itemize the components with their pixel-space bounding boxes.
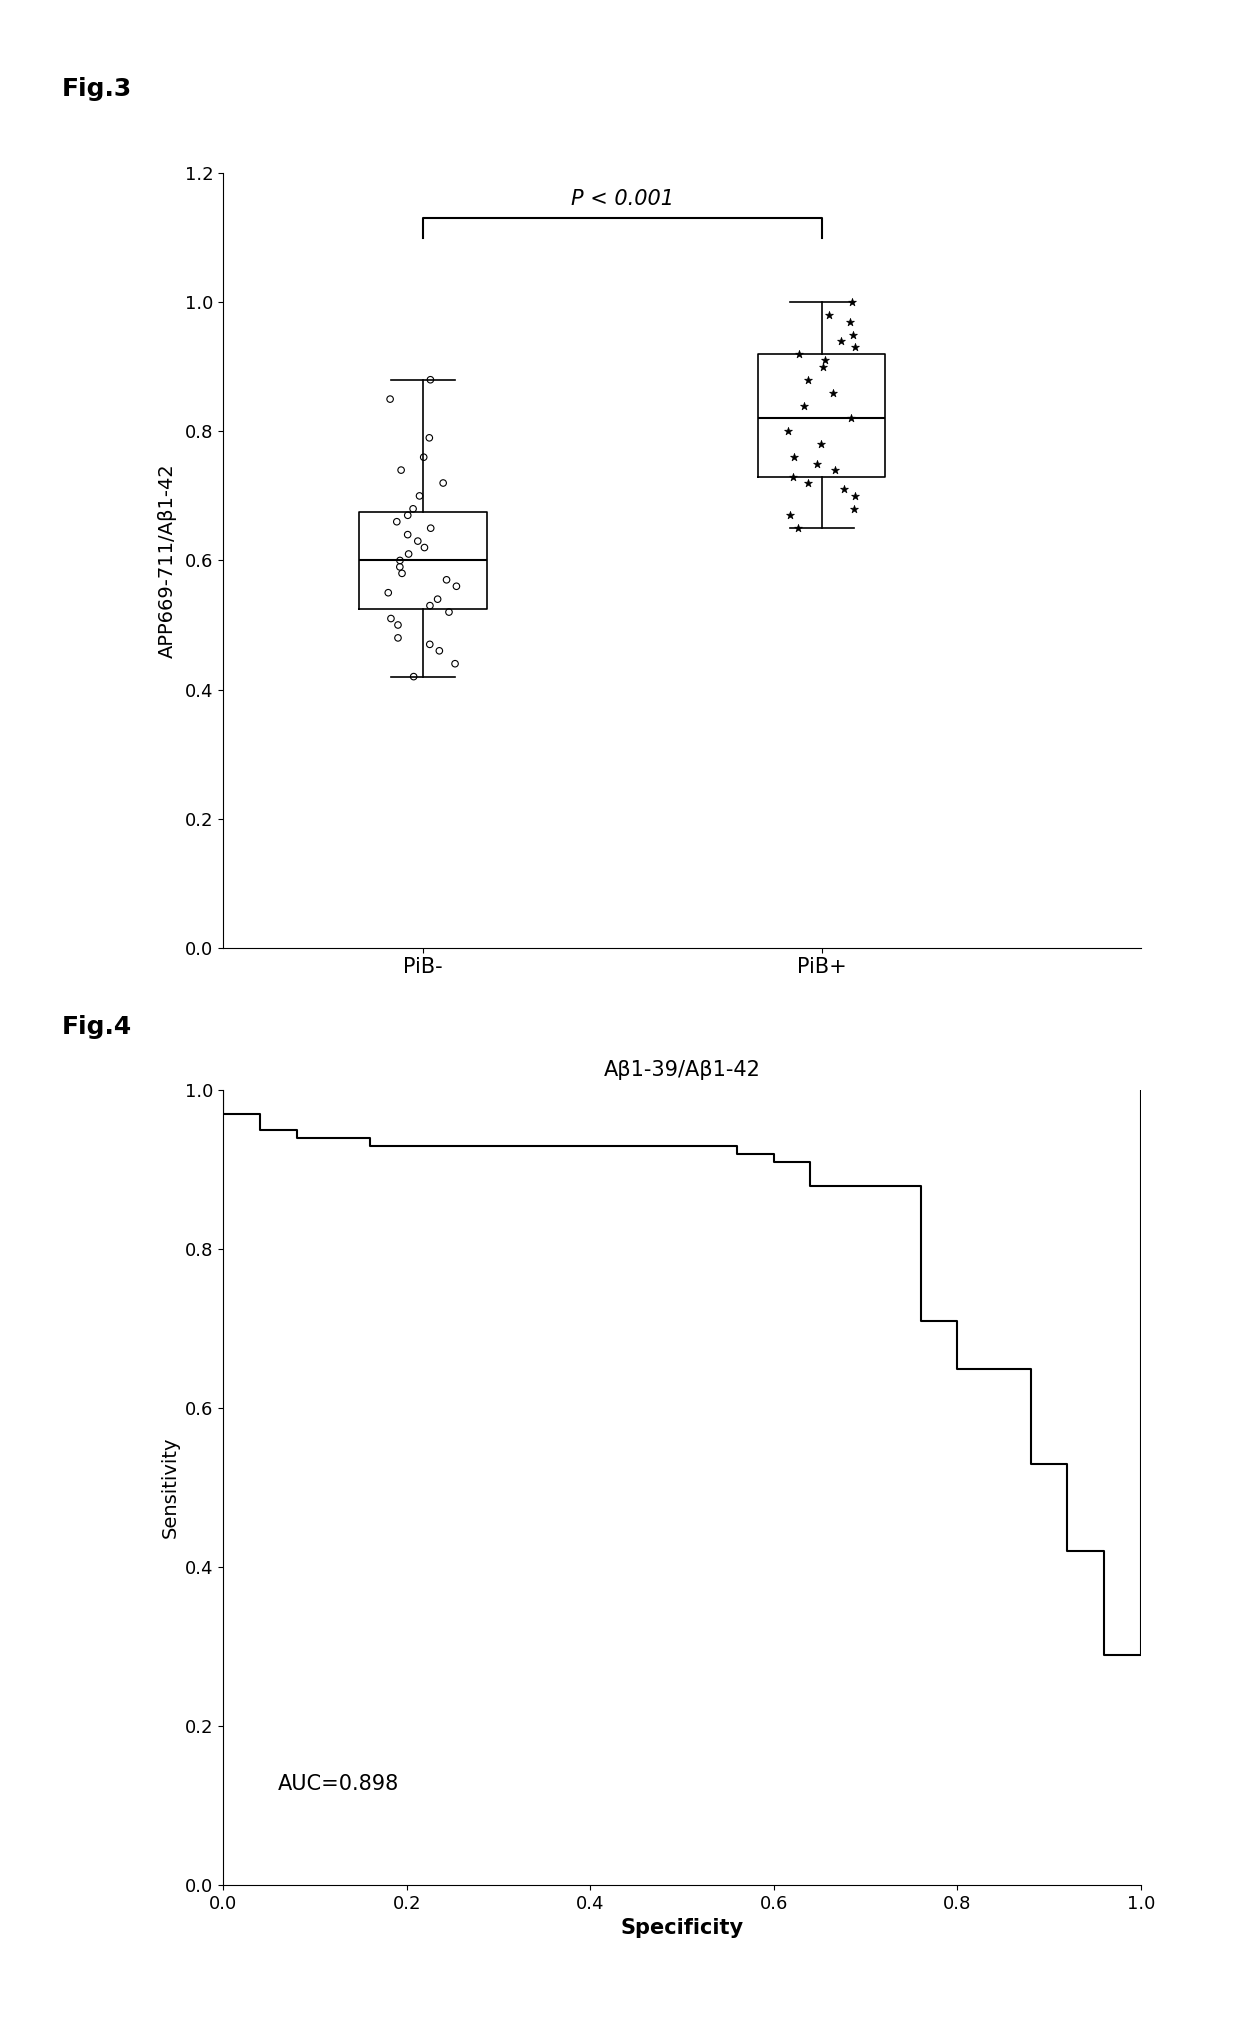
- Point: [388, 622, 408, 654]
- Point: [420, 512, 440, 544]
- Point: [387, 505, 407, 538]
- Point: [818, 300, 838, 332]
- Point: [388, 609, 408, 642]
- Point: [381, 383, 401, 416]
- Point: [446, 571, 466, 603]
- Point: [815, 344, 835, 377]
- Point: [403, 493, 423, 526]
- Text: AUC=0.898: AUC=0.898: [278, 1773, 399, 1793]
- Point: [842, 285, 862, 318]
- Point: [799, 363, 818, 395]
- Point: [428, 583, 448, 615]
- Point: [398, 518, 418, 550]
- Point: [433, 467, 453, 499]
- Point: [391, 454, 410, 487]
- Point: [391, 544, 410, 577]
- Point: [846, 479, 866, 512]
- Point: [414, 532, 434, 565]
- Point: [811, 428, 831, 461]
- Point: [797, 467, 817, 499]
- Point: [429, 634, 449, 666]
- Point: [392, 556, 412, 589]
- Point: [839, 306, 859, 338]
- Point: [389, 550, 409, 583]
- Point: [420, 628, 440, 660]
- Point: [414, 440, 434, 473]
- X-axis label: Specificity: Specificity: [620, 1918, 744, 1938]
- Point: [436, 562, 456, 595]
- Point: [399, 538, 419, 571]
- Point: [420, 363, 440, 395]
- Point: [825, 454, 844, 487]
- Point: [844, 493, 864, 526]
- Point: [813, 351, 833, 383]
- Point: [439, 595, 459, 628]
- Point: [833, 473, 853, 505]
- Point: [378, 577, 398, 609]
- Point: [823, 377, 843, 410]
- Point: [409, 479, 429, 512]
- Point: [795, 389, 815, 422]
- Text: Fig.3: Fig.3: [62, 77, 133, 102]
- Point: [789, 338, 808, 371]
- Point: [832, 324, 852, 357]
- Point: [782, 461, 802, 493]
- Point: [381, 603, 401, 636]
- Point: [419, 422, 439, 454]
- Point: [408, 526, 428, 558]
- Point: [404, 660, 424, 693]
- Text: P < 0.001: P < 0.001: [570, 190, 673, 208]
- Y-axis label: Sensitivity: Sensitivity: [160, 1437, 180, 1539]
- Text: Fig.4: Fig.4: [62, 1015, 133, 1039]
- Point: [445, 648, 465, 681]
- Point: [779, 416, 799, 448]
- Point: [807, 448, 827, 481]
- Point: [420, 589, 440, 622]
- Title: Aβ1-39/Aβ1-42: Aβ1-39/Aβ1-42: [604, 1060, 760, 1080]
- Point: [846, 330, 866, 363]
- Point: [398, 499, 418, 532]
- Point: [843, 318, 863, 351]
- Point: [841, 401, 861, 434]
- Point: [789, 512, 808, 544]
- Point: [785, 440, 805, 473]
- Y-axis label: APP669-711/Aβ1-42: APP669-711/Aβ1-42: [157, 463, 176, 658]
- Point: [780, 499, 800, 532]
